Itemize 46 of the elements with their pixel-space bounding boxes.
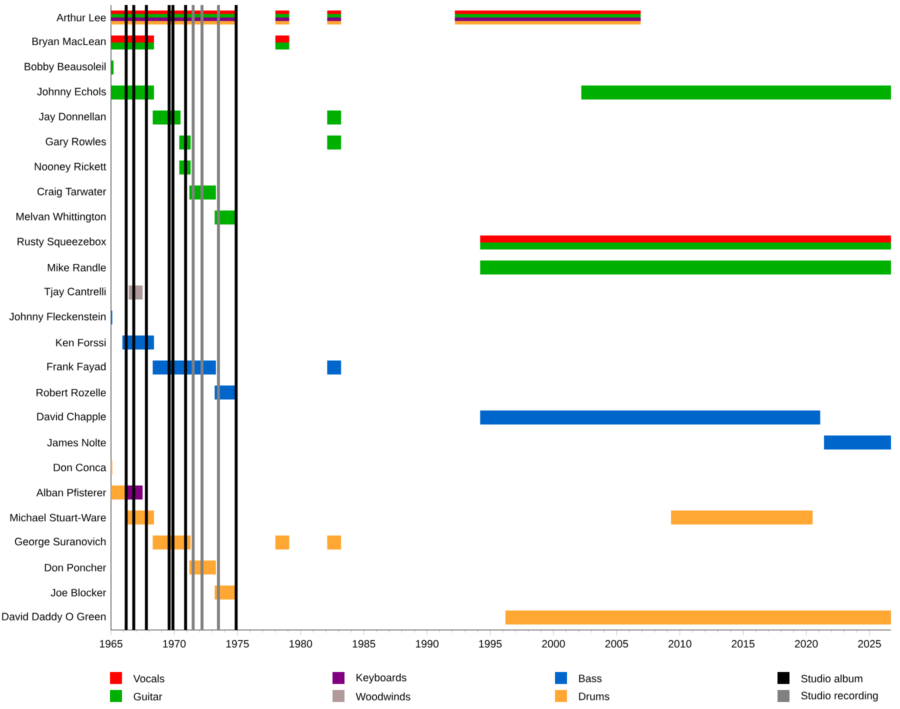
y-tick-label: Ken Forssi <box>56 338 106 346</box>
legend-label: Studio recording <box>801 692 878 702</box>
x-tick-label: 2025 <box>858 640 881 648</box>
legend-label: Drums <box>579 692 610 700</box>
y-tick-label: Frank Fayad <box>47 362 106 372</box>
y-tick-label: Alban Pfisterer <box>36 488 106 496</box>
y-tick-label: George Suranovich <box>14 538 106 548</box>
x-tick-label: 1975 <box>226 640 249 648</box>
y-tick-label: Rusty Squeezebox <box>18 238 106 248</box>
y-tick-label: Melvan Whittington <box>16 212 106 222</box>
legend-label: Keyboards <box>356 674 406 684</box>
x-tick-label: 2000 <box>542 640 565 648</box>
x-tick-label: 1980 <box>290 640 312 648</box>
y-tick-label: Bryan MacLean <box>32 38 106 48</box>
y-tick-label: Craig Tarwater <box>37 188 106 198</box>
y-tick-label: Arthur Lee <box>56 14 106 22</box>
x-tick-label: 2015 <box>732 640 754 648</box>
y-tick-label: Jay Donnellan <box>38 112 106 122</box>
y-tick-label: Bobby Beausoleil <box>24 62 106 72</box>
legend-label: Studio album <box>801 674 862 682</box>
y-tick-label: Johnny Fleckenstein <box>9 312 106 322</box>
y-tick-label: James Nolte <box>47 438 106 446</box>
x-tick-label: 2005 <box>605 640 628 648</box>
x-tick-label: 1965 <box>100 640 122 648</box>
legend-label: Woodwinds <box>356 692 410 700</box>
legend-label: Bass <box>579 674 602 682</box>
x-tick-label: 2010 <box>668 640 692 648</box>
y-tick-label: David Chapple <box>37 412 106 422</box>
y-tick-label: Michael Stuart-Ware <box>10 514 106 522</box>
legend-label: Guitar <box>134 692 162 700</box>
legend-label: Vocals <box>133 674 164 682</box>
x-tick-label: 1990 <box>416 640 438 648</box>
y-tick-label: Nooney Rickett <box>34 162 106 172</box>
y-tick-label: Johnny Echols <box>37 88 106 98</box>
x-tick-label: 2020 <box>794 640 818 648</box>
y-tick-label: Mike Randle <box>48 264 106 272</box>
x-tick-label: 1995 <box>479 640 502 648</box>
x-tick-label: 1985 <box>352 640 376 648</box>
y-tick-label: Don Poncher <box>44 564 106 572</box>
y-tick-label: Don Conca <box>54 464 106 472</box>
y-tick-label: David Daddy O Green <box>2 612 106 622</box>
y-tick-label: Joe Blocker <box>50 588 106 596</box>
y-tick-label: Robert Rozelle <box>36 388 106 396</box>
y-tick-label: Tjay Cantrelli <box>44 288 106 298</box>
y-tick-label: Gary Rowles <box>46 138 106 148</box>
x-tick-label: 1970 <box>163 640 186 648</box>
